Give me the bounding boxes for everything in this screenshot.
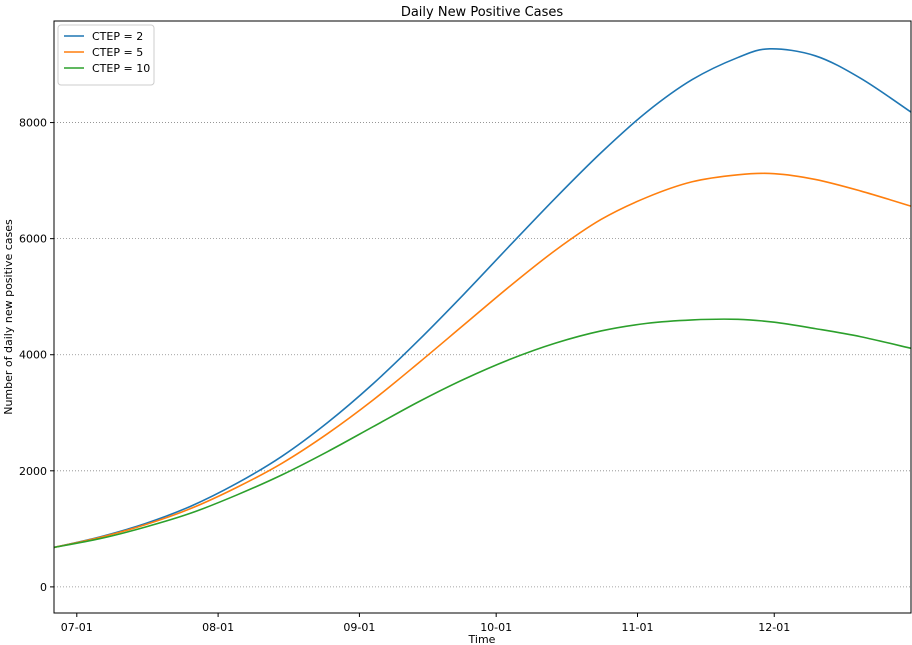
series-line-2 — [53, 172, 912, 549]
plot-frame — [53, 20, 912, 614]
x-tick-label: 10-01 — [480, 621, 512, 634]
y-tick-label: 4000 — [19, 349, 47, 362]
grid-lines — [54, 122, 911, 588]
legend-label: CTEP = 10 — [92, 62, 150, 75]
y-axis: 0 2000 4000 6000 8000 — [19, 117, 54, 594]
y-tick-label: 6000 — [19, 233, 47, 246]
x-tick-label: 09-01 — [343, 621, 375, 634]
y-tick-label: 2000 — [19, 465, 47, 478]
x-tick-label: 12-01 — [758, 621, 790, 634]
y-tick-label: 0 — [40, 581, 47, 594]
x-tick-label: 11-01 — [622, 621, 654, 634]
x-tick-label: 08-01 — [202, 621, 234, 634]
x-axis-label: Time — [468, 633, 496, 645]
series-line-1 — [53, 48, 912, 549]
legend-label: CTEP = 5 — [92, 46, 143, 59]
y-axis-label: Number of daily new positive cases — [2, 219, 15, 415]
series-lines — [53, 48, 912, 549]
series-line-3 — [53, 318, 912, 549]
chart-title: Daily New Positive Cases — [401, 5, 564, 20]
x-axis: 07-01 08-01 09-01 10-01 11-01 12-01 — [61, 613, 790, 634]
legend: CTEP = 2 CTEP = 5 CTEP = 10 — [57, 24, 155, 86]
legend-box — [57, 24, 155, 86]
x-tick-label: 07-01 — [61, 621, 93, 634]
y-tick-label: 8000 — [19, 117, 47, 130]
legend-label: CTEP = 2 — [92, 30, 143, 43]
